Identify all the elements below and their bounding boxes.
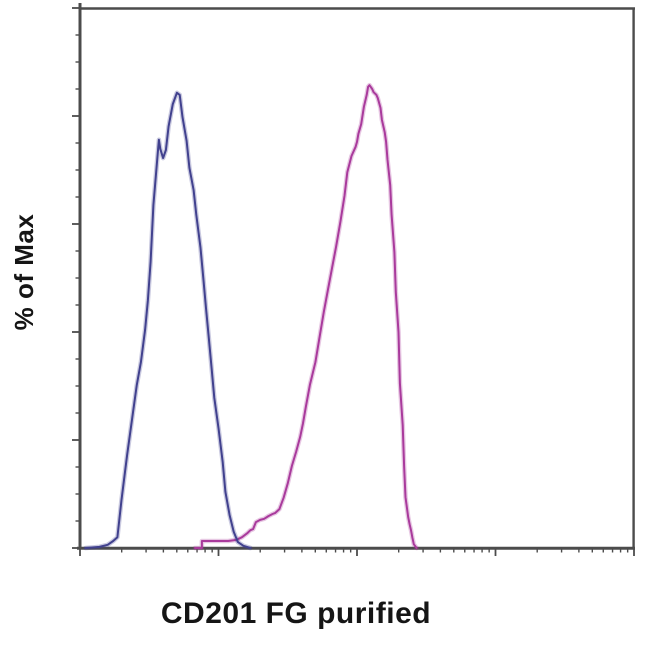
- magenta-curve: [194, 84, 418, 549]
- blue-curve-halo: [83, 90, 253, 551]
- magenta-curve-halo: [192, 82, 419, 551]
- y-axis-label: % of Max: [9, 214, 39, 331]
- curves: [83, 82, 419, 551]
- plot-border: [77, 3, 635, 550]
- x-axis-label: CD201 FG purified: [161, 597, 431, 630]
- blue-curve: [84, 91, 252, 549]
